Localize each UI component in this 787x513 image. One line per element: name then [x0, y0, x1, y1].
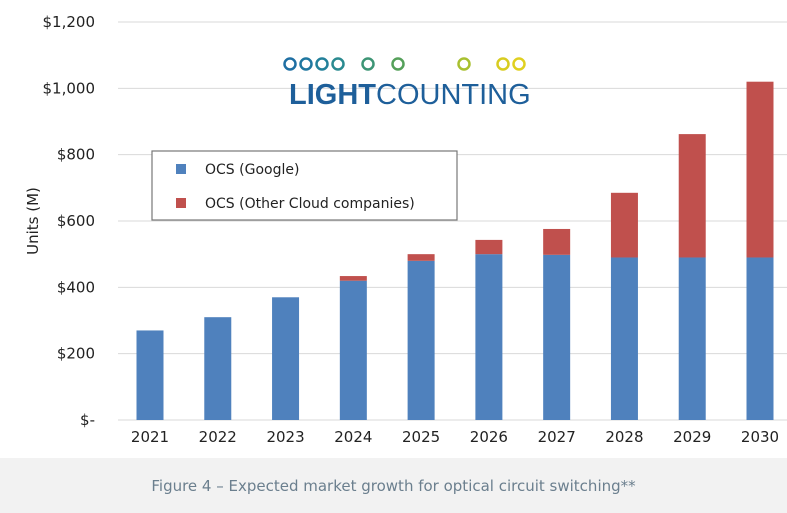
y-tick-label: $1,000: [43, 79, 96, 97]
y-tick-label: $800: [57, 146, 95, 164]
x-tick-label: 2021: [131, 428, 169, 446]
legend-label-other: OCS (Other Cloud companies): [205, 196, 415, 212]
x-tick-label: 2026: [470, 428, 508, 446]
bar-google: [339, 280, 367, 420]
bar-google: [543, 254, 571, 420]
bar-google: [136, 330, 164, 420]
bar-other-cloud: [475, 239, 503, 255]
logo-dot: [391, 57, 405, 71]
logo-dot: [283, 57, 297, 71]
y-tick-label: $1,200: [43, 13, 96, 31]
x-tick-label: 2023: [266, 428, 304, 446]
bar-other-cloud: [407, 254, 435, 261]
bar-other-cloud: [543, 228, 571, 255]
x-tick-label: 2024: [334, 428, 372, 446]
logo: LIGHTCOUNTING: [282, 57, 532, 111]
bar-other-cloud: [746, 81, 774, 258]
legend-swatch-google: [176, 164, 186, 174]
bar-google: [407, 260, 435, 420]
bar-other-cloud: [678, 134, 706, 258]
legend-label-google: OCS (Google): [205, 162, 299, 178]
x-tick-label: 2030: [741, 428, 779, 446]
bar-other-cloud: [339, 276, 367, 281]
bar-google: [272, 297, 300, 420]
bar-google: [746, 257, 774, 420]
x-tick-label: 2029: [673, 428, 711, 446]
bar-other-cloud: [610, 192, 638, 258]
bar-google: [475, 254, 503, 420]
y-tick-label: $600: [57, 212, 95, 230]
legend: OCS (Google) OCS (Other Cloud companies): [151, 150, 458, 221]
y-tick-label: $-: [80, 411, 95, 429]
y-axis-label: Units (M): [24, 187, 42, 255]
legend-swatch-other: [176, 198, 186, 208]
logo-bold-text: LIGHT: [289, 79, 376, 111]
x-tick-label: 2027: [538, 428, 576, 446]
logo-dot: [361, 57, 375, 71]
bar-google: [610, 257, 638, 420]
bar-google: [678, 257, 706, 420]
y-tick-label: $400: [57, 278, 95, 296]
logo-dot: [457, 57, 471, 71]
figure-caption: Figure 4 – Expected market growth for op…: [0, 458, 787, 513]
y-tick-label: $200: [57, 345, 95, 363]
logo-dot: [496, 57, 510, 71]
x-tick-label: 2028: [605, 428, 643, 446]
x-tick-label: 2025: [402, 428, 440, 446]
bar-google: [204, 317, 232, 420]
logo-dot: [331, 57, 345, 71]
logo-dot: [299, 57, 313, 71]
x-tick-label: 2022: [199, 428, 237, 446]
svg-text:LIGHTCOUNTING: LIGHTCOUNTING: [289, 79, 531, 111]
logo-dot: [315, 57, 329, 71]
logo-light-text: COUNTING: [376, 79, 531, 111]
stacked-bar-chart: 2021 2022 2023 2024 2025 2026 2027 2028 2029 2030…: [24, 13, 787, 446]
logo-dot: [512, 57, 526, 71]
